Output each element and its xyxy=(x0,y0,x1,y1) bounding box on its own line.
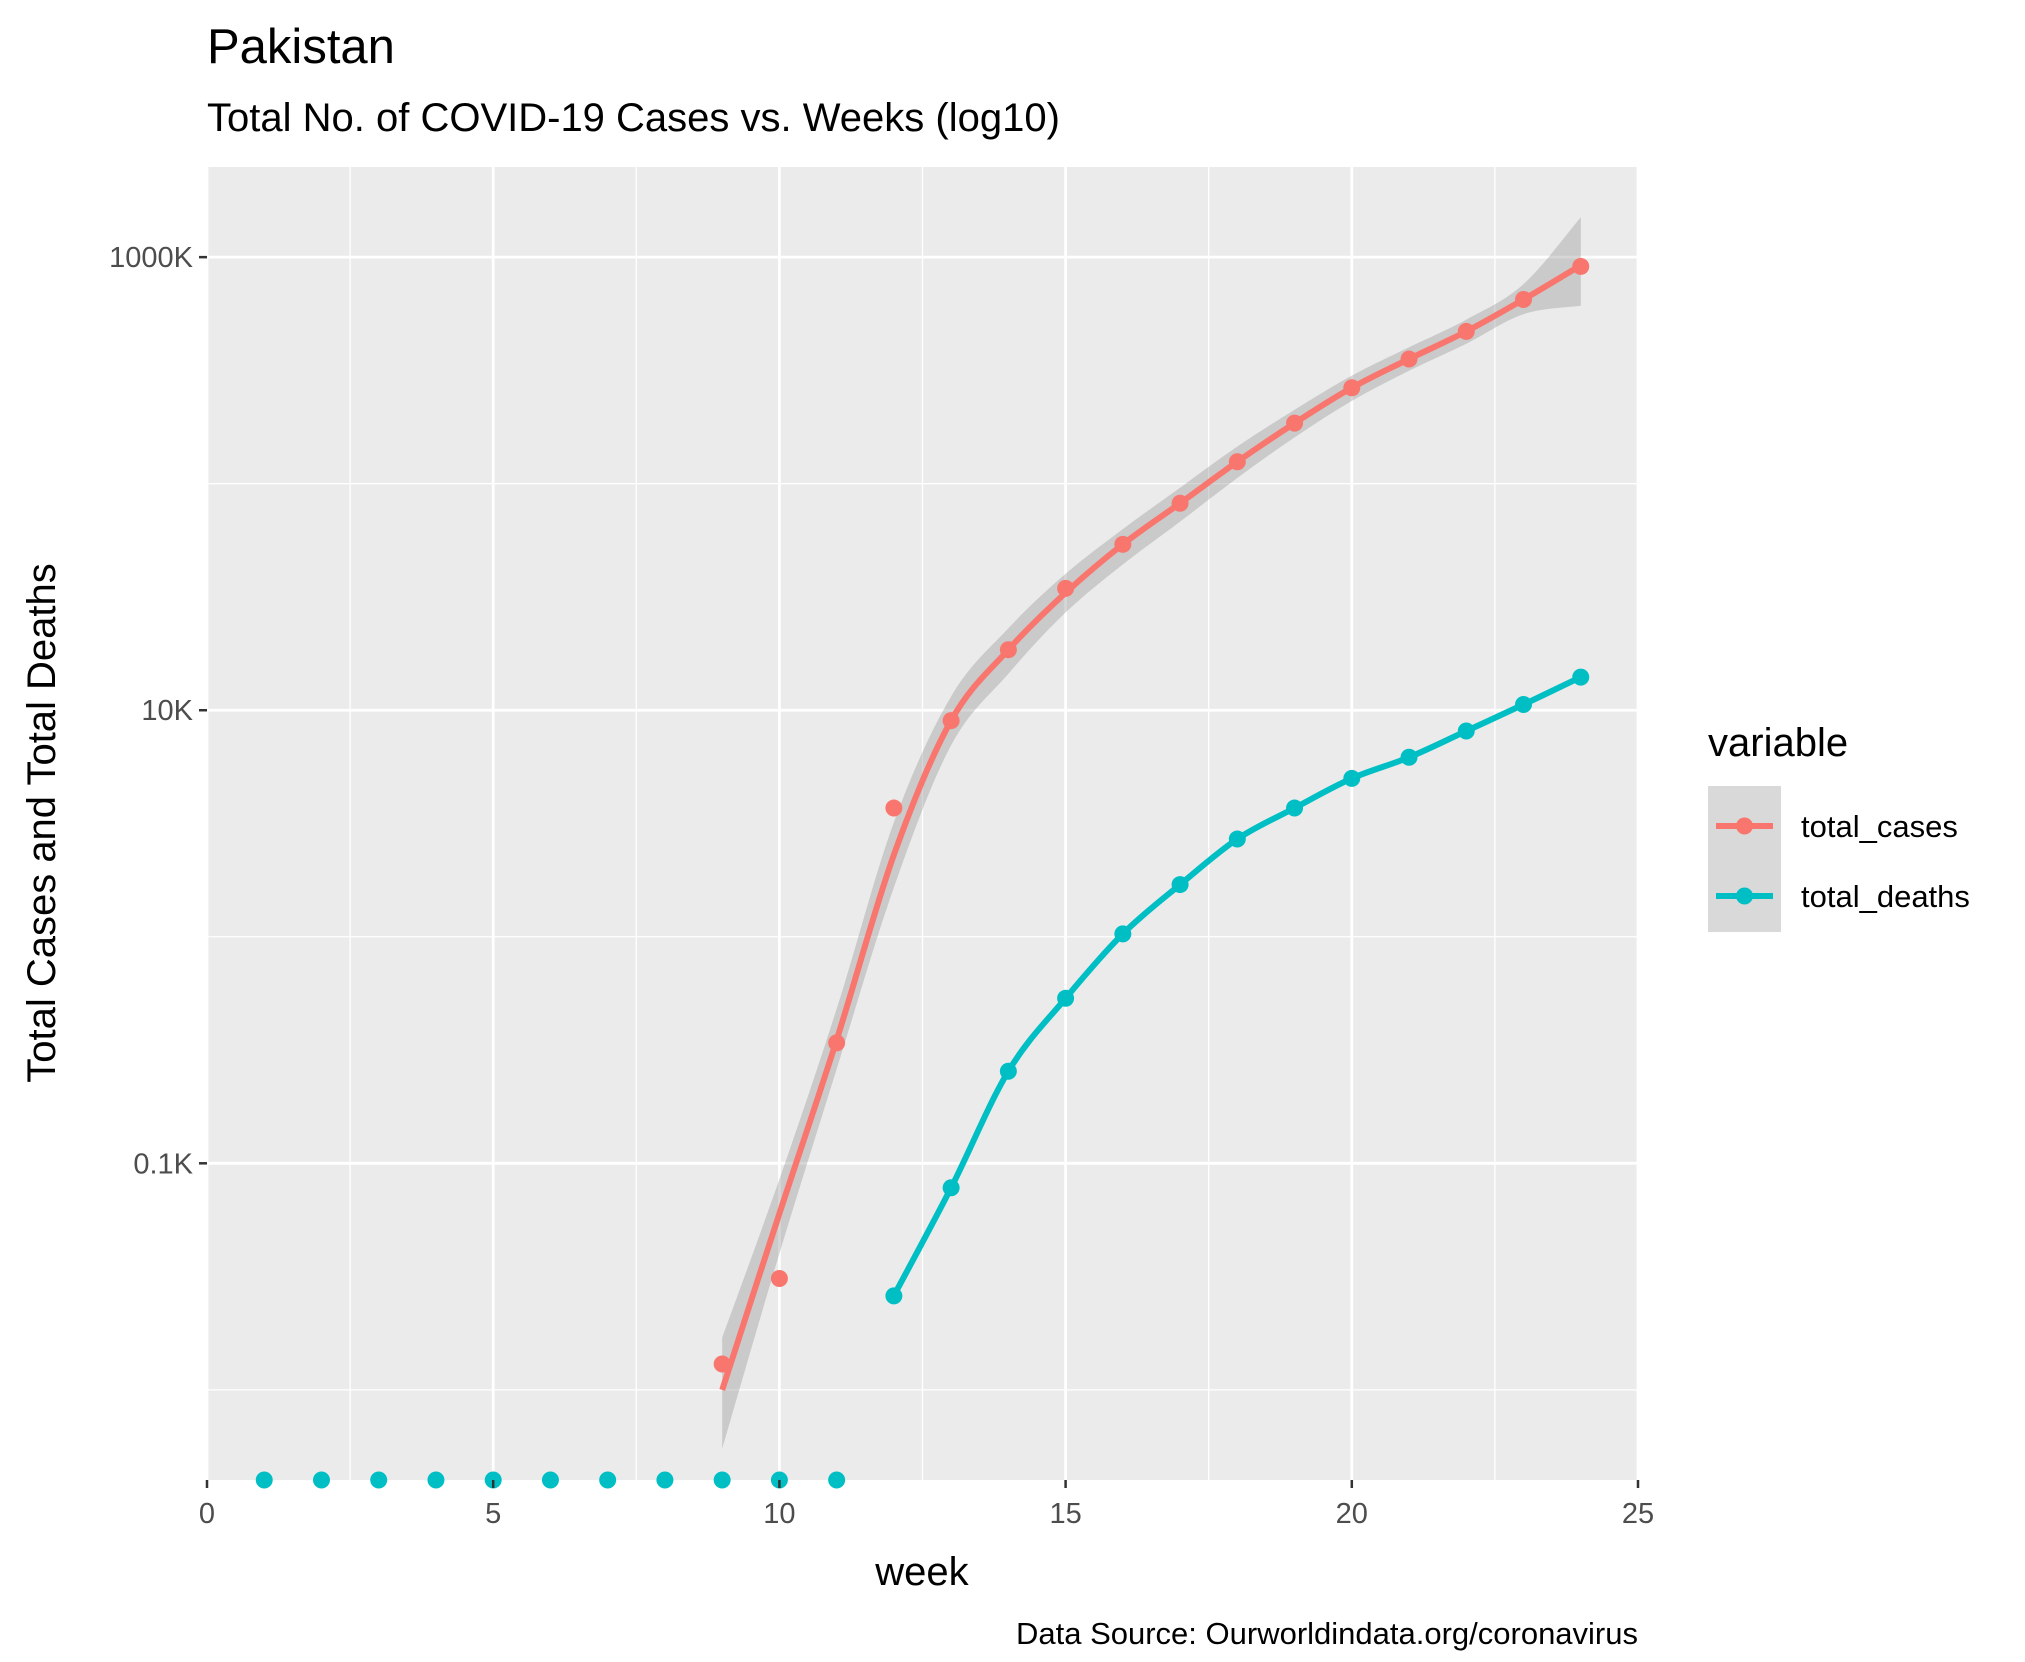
total-deaths-point xyxy=(1171,876,1189,894)
total-deaths-point xyxy=(1400,748,1418,766)
total-cases-point xyxy=(1515,291,1533,309)
legend-title: variable xyxy=(1708,721,1848,765)
total-deaths-point xyxy=(1515,695,1533,713)
total-deaths-point xyxy=(828,1471,846,1489)
total-deaths-point xyxy=(255,1471,273,1489)
legend-label-total-cases: total_cases xyxy=(1801,809,1958,844)
total-deaths-point xyxy=(312,1471,330,1489)
total-cases-point xyxy=(1400,350,1418,368)
x-tick-label: 0 xyxy=(199,1498,215,1530)
chart-subtitle: Total No. of COVID-19 Cases vs. Weeks (l… xyxy=(207,96,1060,140)
total-deaths-point xyxy=(541,1471,559,1489)
x-tick-label: 10 xyxy=(763,1498,795,1530)
total-deaths-point xyxy=(1457,722,1475,740)
total-cases-point xyxy=(1171,494,1189,512)
series-points xyxy=(255,257,1590,1489)
confidence-bands xyxy=(722,217,1581,1449)
total-cases-point xyxy=(1286,414,1304,432)
total-deaths-point xyxy=(599,1471,617,1489)
legend-label-total-deaths: total_deaths xyxy=(1801,879,1970,914)
total-deaths-point xyxy=(1343,769,1361,787)
total-deaths-fit-line xyxy=(891,674,1583,1298)
total-deaths-point xyxy=(1114,925,1132,943)
total-deaths-point xyxy=(1228,830,1246,848)
legend-key-point-total-deaths xyxy=(1736,887,1753,905)
total-cases-point xyxy=(770,1270,788,1288)
y-tick-label: 1000K xyxy=(109,242,194,274)
total-cases-confidence-band xyxy=(722,217,1581,1449)
total-deaths-point xyxy=(942,1179,960,1197)
total-cases-point xyxy=(1057,579,1075,597)
total-cases-point xyxy=(828,1034,846,1052)
legend-key-point-total-cases xyxy=(1736,817,1753,835)
total-deaths-point xyxy=(999,1062,1017,1080)
total-cases-point xyxy=(1457,322,1475,340)
total-cases-point xyxy=(1228,453,1246,471)
legend-key-background xyxy=(1708,786,1781,932)
axes: 0 5 10 15 20 25 0.1K 10K 1000K xyxy=(109,242,1654,1530)
x-tick-label: 5 xyxy=(485,1498,501,1530)
total-cases-point xyxy=(885,799,903,817)
total-deaths-point xyxy=(885,1287,903,1305)
y-tick-label: 0.1K xyxy=(133,1148,193,1180)
total-deaths-point xyxy=(427,1471,445,1489)
x-tick-label: 25 xyxy=(1622,1498,1654,1530)
chart-title: Pakistan xyxy=(207,20,395,74)
x-tick-label: 15 xyxy=(1049,1498,1081,1530)
total-deaths-point xyxy=(1572,668,1590,686)
data-source-caption: Data Source: Ourworldindata.org/coronavi… xyxy=(1016,1616,1638,1651)
total-deaths-point xyxy=(656,1471,674,1489)
y-tick-label: 10K xyxy=(141,695,193,727)
total-deaths-point xyxy=(370,1471,388,1489)
total-deaths-point xyxy=(713,1471,731,1489)
y-axis-title: Total Cases and Total Deaths xyxy=(20,563,64,1083)
total-cases-point xyxy=(942,712,960,730)
x-tick-label: 20 xyxy=(1336,1498,1368,1530)
total-deaths-point xyxy=(1057,989,1075,1007)
total-cases-point xyxy=(999,641,1017,659)
total-cases-point xyxy=(1343,379,1361,397)
minor-gridlines xyxy=(207,167,1638,1480)
total-deaths-point xyxy=(1286,799,1304,817)
total-cases-point xyxy=(1572,257,1590,275)
total-cases-point xyxy=(713,1355,731,1373)
x-axis-title: week xyxy=(874,1550,969,1594)
legend: variable total_cases total_deaths xyxy=(1708,721,1970,932)
total-cases-point xyxy=(1114,535,1132,553)
